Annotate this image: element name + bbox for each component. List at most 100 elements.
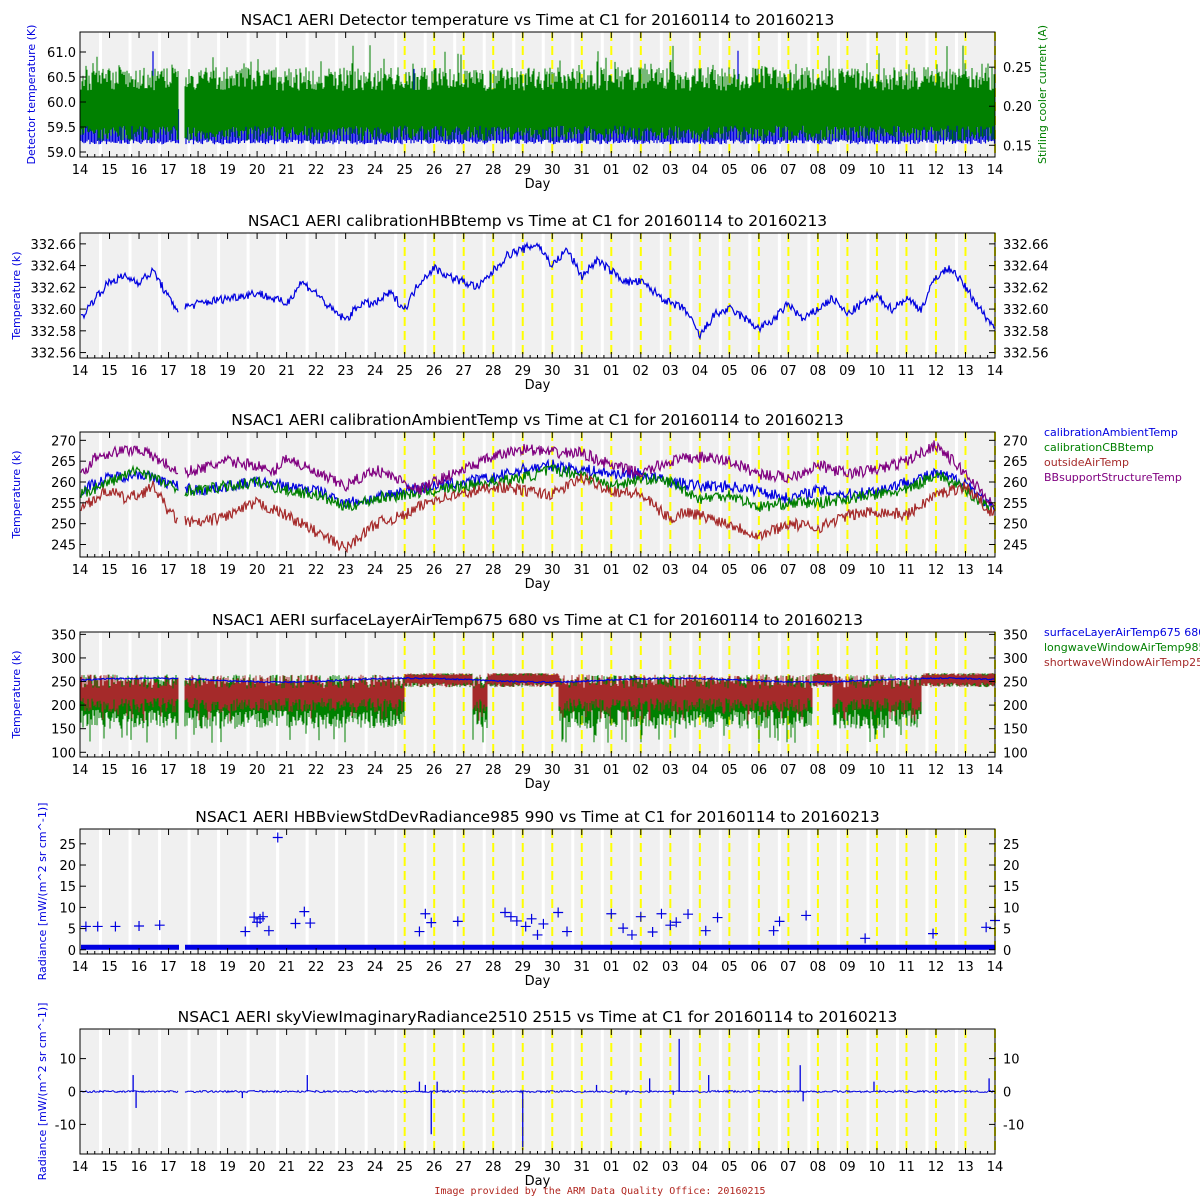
x-tick-label: 14 bbox=[72, 763, 89, 778]
y-tick-label: 59.0 bbox=[47, 146, 76, 161]
y-tick-label: 332.66 bbox=[31, 238, 77, 253]
x-tick-label: 20 bbox=[249, 960, 266, 975]
data-point bbox=[511, 915, 522, 926]
data-point bbox=[774, 916, 785, 927]
x-tick-label: 13 bbox=[957, 163, 974, 178]
y-tick-label: -10 bbox=[55, 1118, 76, 1133]
x-tick-label: 20 bbox=[249, 763, 266, 778]
x-tick-label: 21 bbox=[278, 563, 295, 578]
x-tick-label: 29 bbox=[514, 364, 531, 379]
data-point bbox=[420, 908, 431, 919]
x-tick-label: 30 bbox=[544, 163, 561, 178]
panel-title: NSAC1 AERI Detector temperature vs Time … bbox=[241, 11, 835, 29]
x-tick-label: 13 bbox=[957, 563, 974, 578]
x-tick-label: 14 bbox=[987, 563, 1004, 578]
x-tick-label: 17 bbox=[160, 163, 177, 178]
y-tick-label: 15 bbox=[59, 880, 76, 895]
data-point bbox=[249, 912, 260, 923]
series-surfacelayerairtemp675-680 bbox=[80, 676, 995, 684]
x-tick-label: 07 bbox=[780, 1160, 797, 1175]
series-calibrationcbbtemp bbox=[80, 463, 995, 513]
x-tick-label: 20 bbox=[249, 364, 266, 379]
data-point bbox=[768, 925, 779, 936]
y-tick-label: 250 bbox=[51, 676, 76, 691]
y-tick-label: 300 bbox=[51, 652, 76, 667]
data-point bbox=[500, 907, 511, 918]
x-tick-label: 01 bbox=[603, 163, 620, 178]
y-tick-label-right: 265 bbox=[1003, 455, 1028, 470]
x-tick-label: 14 bbox=[987, 1160, 1004, 1175]
x-tick-label: 26 bbox=[426, 163, 443, 178]
y-tick-label: 332.58 bbox=[31, 325, 77, 340]
x-tick-label: 15 bbox=[101, 563, 118, 578]
y-tick-label: 25 bbox=[59, 838, 76, 853]
y-tick-label-right: 100 bbox=[1003, 746, 1028, 761]
x-tick-label: 22 bbox=[308, 364, 325, 379]
legend-entry: surfaceLayerAirTemp675 680 bbox=[1044, 626, 1200, 639]
series-baseline-points bbox=[81, 944, 995, 950]
x-tick-label: 18 bbox=[190, 960, 207, 975]
y-tick-label: 5 bbox=[68, 923, 76, 938]
x-tick-label: 31 bbox=[574, 763, 591, 778]
data-point bbox=[299, 906, 310, 917]
x-tick-label: 30 bbox=[544, 1160, 561, 1175]
y-tick-label-right: 245 bbox=[1003, 539, 1028, 554]
y-tick-label-right: 200 bbox=[1003, 699, 1028, 714]
x-tick-label: 27 bbox=[455, 960, 472, 975]
x-tick-label: 23 bbox=[337, 563, 354, 578]
y-tick-label: 10 bbox=[59, 901, 76, 916]
x-tick-label: 22 bbox=[308, 1160, 325, 1175]
x-tick-label: 25 bbox=[396, 1160, 413, 1175]
x-tick-label: 06 bbox=[751, 364, 768, 379]
y-tick-label-right: 0.15 bbox=[1003, 139, 1032, 154]
x-tick-label: 30 bbox=[544, 364, 561, 379]
y-tick-label-right: 270 bbox=[1003, 434, 1028, 449]
x-tick-label: 08 bbox=[810, 960, 827, 975]
x-tick-label: 15 bbox=[101, 960, 118, 975]
panel-title: NSAC1 AERI HBBviewStdDevRadiance985 990 … bbox=[195, 808, 879, 826]
x-tick-label: 05 bbox=[721, 364, 738, 379]
x-tick-label: 06 bbox=[751, 960, 768, 975]
data-point bbox=[553, 907, 564, 918]
x-tick-label: 06 bbox=[751, 763, 768, 778]
y-tick-label-right: 250 bbox=[1003, 518, 1028, 533]
x-tick-label: 14 bbox=[987, 163, 1004, 178]
x-tick-label: 20 bbox=[249, 1160, 266, 1175]
y-tick-label: 59.5 bbox=[47, 121, 76, 136]
x-tick-label: 30 bbox=[544, 563, 561, 578]
x-axis-label: Day bbox=[525, 1174, 551, 1189]
x-tick-label: 03 bbox=[662, 763, 679, 778]
y-tick-label: 60.5 bbox=[47, 71, 76, 86]
x-tick-label: 02 bbox=[633, 960, 650, 975]
x-tick-label: 13 bbox=[957, 763, 974, 778]
data-point bbox=[538, 918, 549, 929]
x-tick-label: 27 bbox=[455, 563, 472, 578]
data-point bbox=[647, 926, 658, 937]
x-tick-label: 24 bbox=[367, 163, 384, 178]
x-axis-label: Day bbox=[525, 177, 551, 192]
x-tick-label: 09 bbox=[839, 960, 856, 975]
data-point bbox=[505, 911, 516, 922]
x-tick-label: 14 bbox=[987, 763, 1004, 778]
x-tick-label: 10 bbox=[869, 364, 886, 379]
x-tick-label: 23 bbox=[337, 763, 354, 778]
panel-title: NSAC1 AERI calibrationHBBtemp vs Time at… bbox=[248, 212, 827, 230]
x-tick-label: 25 bbox=[396, 563, 413, 578]
data-point bbox=[240, 926, 251, 937]
y-tick-label: 265 bbox=[51, 455, 76, 470]
x-tick-label: 18 bbox=[190, 1160, 207, 1175]
footer-credit: Image provided by the ARM Data Quality O… bbox=[434, 1186, 766, 1197]
x-tick-label: 15 bbox=[101, 1160, 118, 1175]
x-tick-label: 11 bbox=[898, 163, 915, 178]
y-tick-label-right: 10 bbox=[1003, 1053, 1020, 1068]
x-tick-label: 17 bbox=[160, 960, 177, 975]
y-tick-label: 61.0 bbox=[47, 46, 76, 61]
x-tick-label: 19 bbox=[219, 163, 236, 178]
y-axis-label: Detector temperature (K) bbox=[25, 25, 38, 165]
x-tick-label: 24 bbox=[367, 1160, 384, 1175]
x-tick-label: 31 bbox=[574, 1160, 591, 1175]
data-point bbox=[520, 921, 531, 932]
legend-entry: outsideAirTemp bbox=[1044, 456, 1129, 469]
x-tick-label: 12 bbox=[928, 364, 945, 379]
